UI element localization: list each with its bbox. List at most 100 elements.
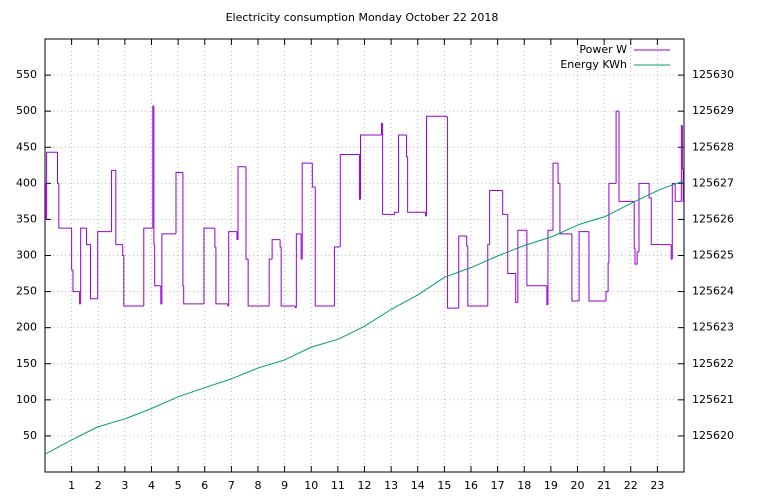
x-tick-label: 18 [517, 479, 531, 492]
power-step [301, 162, 313, 260]
power-step [526, 230, 547, 287]
power-step [406, 134, 408, 158]
power-step [382, 123, 395, 215]
y-tick-label: 100 [16, 393, 37, 406]
x-tick-label: 12 [358, 479, 372, 492]
power-step [123, 255, 144, 307]
y-tick-label: 400 [16, 176, 37, 189]
y-tick-label: 450 [16, 140, 37, 153]
y-tick-label: 200 [16, 321, 37, 334]
power-step [608, 182, 617, 263]
y-tick-label: 300 [16, 249, 37, 262]
power-step [161, 233, 176, 304]
power-step [97, 231, 112, 299]
power-step [111, 169, 116, 232]
y2-tick-label: 125628 [692, 140, 734, 153]
x-tick-label: 20 [571, 479, 585, 492]
power-step [571, 233, 580, 302]
power-step [175, 172, 183, 234]
power-step [502, 190, 508, 215]
power-step [72, 269, 80, 293]
power-step [339, 153, 360, 247]
y2-tick-label: 125623 [692, 321, 734, 334]
power-step [467, 246, 488, 307]
power-step [160, 285, 162, 305]
power-step [588, 231, 606, 302]
power-step [46, 151, 58, 220]
legend-label: Energy KWh [560, 58, 627, 71]
power-step [280, 246, 296, 307]
power-step [227, 303, 229, 307]
power-step [650, 197, 672, 246]
power-step [671, 182, 676, 260]
x-tick-label: 9 [281, 479, 288, 492]
y-tick-label: 350 [16, 212, 37, 225]
power-step [215, 246, 228, 305]
x-tick-label: 3 [121, 479, 128, 492]
power-step [143, 227, 153, 307]
x-tick-label: 22 [624, 479, 638, 492]
power-step [489, 190, 503, 245]
power-step [86, 228, 91, 246]
x-tick-label: 6 [201, 479, 208, 492]
x-tick-label: 2 [95, 479, 102, 492]
power-step [398, 134, 407, 213]
power-step [80, 227, 87, 304]
power-step [228, 231, 237, 307]
x-tick-label: 19 [544, 479, 558, 492]
x-tick-label: 11 [331, 479, 345, 492]
power-step [426, 115, 447, 216]
power-step [487, 244, 490, 307]
x-tick-label: 1 [68, 479, 75, 492]
x-tick-label: 16 [464, 479, 478, 492]
power-step [517, 229, 527, 303]
y-tick-label: 550 [16, 68, 37, 81]
power-step [153, 106, 155, 246]
power-step [237, 166, 247, 240]
power-step [648, 183, 652, 199]
power-step [279, 239, 282, 248]
power-step [618, 111, 635, 202]
power-step [360, 134, 382, 200]
x-tick-label: 5 [175, 479, 182, 492]
power-step [71, 228, 73, 271]
power-step [674, 183, 682, 202]
x-tick-label: 7 [228, 479, 235, 492]
power-step [154, 244, 161, 287]
power-step [79, 291, 81, 305]
power-step [547, 229, 554, 305]
power-step [115, 170, 123, 246]
x-tick-label: 17 [491, 479, 505, 492]
x-tick-label: 4 [148, 479, 155, 492]
power-step [122, 244, 124, 256]
power-step [311, 163, 316, 188]
power-step [636, 251, 640, 265]
y-tick-label: 150 [16, 357, 37, 370]
y-tick-label: 250 [16, 285, 37, 298]
power-step [268, 258, 273, 307]
power-step [58, 183, 72, 229]
y2-tick-label: 125627 [692, 176, 734, 189]
power-step [214, 228, 216, 248]
y2-tick-label: 125620 [692, 429, 734, 442]
y2-tick-label: 125629 [692, 104, 734, 117]
x-tick-label: 14 [411, 479, 425, 492]
power-step [607, 262, 609, 292]
power-step [314, 186, 335, 307]
power-step [578, 231, 589, 301]
power-step [559, 183, 572, 235]
power-step [638, 182, 650, 252]
chart-title: Electricity consumption Monday October 2… [226, 11, 499, 24]
power-step [245, 166, 249, 260]
power-step [634, 248, 638, 265]
y-tick-label: 500 [16, 104, 37, 117]
plot-frame [44, 38, 685, 473]
power-step [615, 110, 620, 184]
y2-tick-label: 125621 [692, 393, 734, 406]
y2-tick-label: 125622 [692, 357, 734, 370]
y2-tick-label: 125625 [692, 249, 734, 262]
energy-line [45, 180, 685, 455]
power-step [633, 201, 636, 249]
power-step [295, 233, 302, 308]
